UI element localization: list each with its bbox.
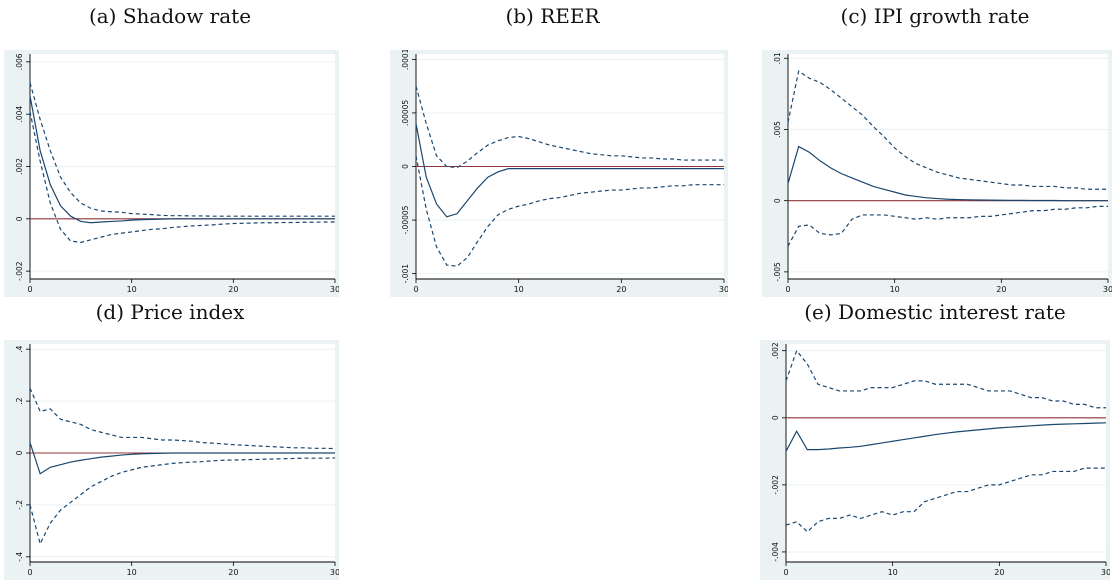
y-tick-label: 0 (401, 164, 410, 169)
y-tick-label: -.002 (771, 475, 780, 495)
y-tick-label: .0001 (401, 50, 410, 70)
x-tick-label: 20 (996, 285, 1006, 294)
x-tick-label: 0 (783, 568, 788, 577)
y-tick-label: .006 (15, 53, 24, 70)
x-tick-label: 20 (228, 285, 238, 294)
y-tick-label: -.004 (771, 542, 780, 562)
panel-ipi-growth: (c) IPI growth rate -.005 0.005.01 0 10 20 30 (756, 0, 1114, 300)
x-tick-label: 20 (616, 285, 626, 294)
confidence-band-line (415, 85, 724, 169)
confidence-band-line (29, 82, 335, 217)
x-tick-label: 30 (1101, 568, 1110, 577)
x-tick-label: 20 (228, 568, 238, 577)
chart-price-index: -.4 -.2 0 .2 .4 0 10 20 30 (4, 340, 339, 580)
y-tick-label: .4 (15, 345, 24, 352)
x-tick-label: 20 (994, 568, 1004, 577)
y-tick-label: -.005 (773, 262, 782, 282)
x-tick-label: 10 (127, 285, 137, 294)
confidence-band-line (29, 111, 335, 243)
y-tick-label: .005 (773, 121, 782, 138)
x-tick-label: 0 (785, 285, 790, 294)
y-tick-label: 0 (15, 216, 24, 221)
chart-reer: -.001 -.00005 0 .00005 .0001 0 10 20 30 (390, 50, 728, 297)
x-tick-label: 0 (413, 285, 418, 294)
y-tick-label: .00005 (401, 100, 410, 126)
x-tick-label: 0 (27, 285, 32, 294)
plot-area (786, 344, 1106, 562)
confidence-band-line (787, 70, 1108, 190)
y-tick-label: 0 (771, 415, 780, 420)
x-tick-label: 30 (719, 285, 728, 294)
x-tick-label: 10 (514, 285, 524, 294)
panel-shadow-rate: (a) Shadow rate -.002 0.002.004.006 0 10 20 3… (0, 0, 340, 300)
panel-title: (a) Shadow rate (88, 4, 252, 28)
y-tick-label: -.4 (15, 552, 24, 562)
y-tick-label: 0 (773, 198, 782, 203)
panel-title: (b) REER (505, 4, 600, 28)
confidence-band-line (29, 387, 336, 450)
chart-domestic-interest: -.004 -.002 0 .002 0 10 20 30 (760, 340, 1110, 580)
y-tick-label: .002 (771, 342, 780, 359)
confidence-band-line (787, 205, 1108, 247)
irf-line (787, 145, 1108, 202)
panel-price-index: (d) Price index -.4 -.2 0 .2 .4 0 10 20 30 (0, 300, 340, 588)
panel-domestic-interest: (e) Domestic interest rate -.004 -.002 0 .0… (756, 300, 1114, 588)
y-tick-label: -.002 (15, 261, 24, 281)
y-tick-label: .01 (773, 52, 782, 64)
y-tick-label: .002 (15, 158, 24, 175)
panel-title: (c) IPI growth rate (840, 4, 1030, 28)
y-tick-label: -.00005 (401, 205, 410, 234)
irf-line (785, 422, 1107, 452)
y-tick-label: -.2 (15, 500, 24, 510)
confidence-band-line (29, 457, 336, 546)
confidence-band-line (785, 349, 1106, 409)
y-tick-label: -.001 (401, 264, 410, 284)
y-tick-label: .2 (15, 397, 24, 404)
x-tick-label: 30 (330, 568, 339, 577)
irf-line (29, 442, 335, 475)
y-tick-label: .004 (15, 106, 24, 123)
panel-title: (e) Domestic interest rate (804, 300, 1066, 324)
confidence-band-line (785, 467, 1106, 533)
panel-reer: (b) REER -.001 -.00005 0 .00005 .0001 0 10 20 30 (380, 0, 728, 300)
x-tick-label: 0 (27, 568, 32, 577)
plot-area (788, 54, 1108, 279)
x-tick-label: 30 (1103, 285, 1112, 294)
irf-line (415, 123, 724, 218)
irf-line (29, 95, 335, 224)
x-tick-label: 10 (888, 568, 898, 577)
x-tick-label: 10 (890, 285, 900, 294)
panel-title: (d) Price index (95, 300, 245, 324)
x-tick-label: 10 (127, 568, 137, 577)
y-tick-label: 0 (15, 450, 24, 455)
x-tick-label: 30 (330, 285, 339, 294)
